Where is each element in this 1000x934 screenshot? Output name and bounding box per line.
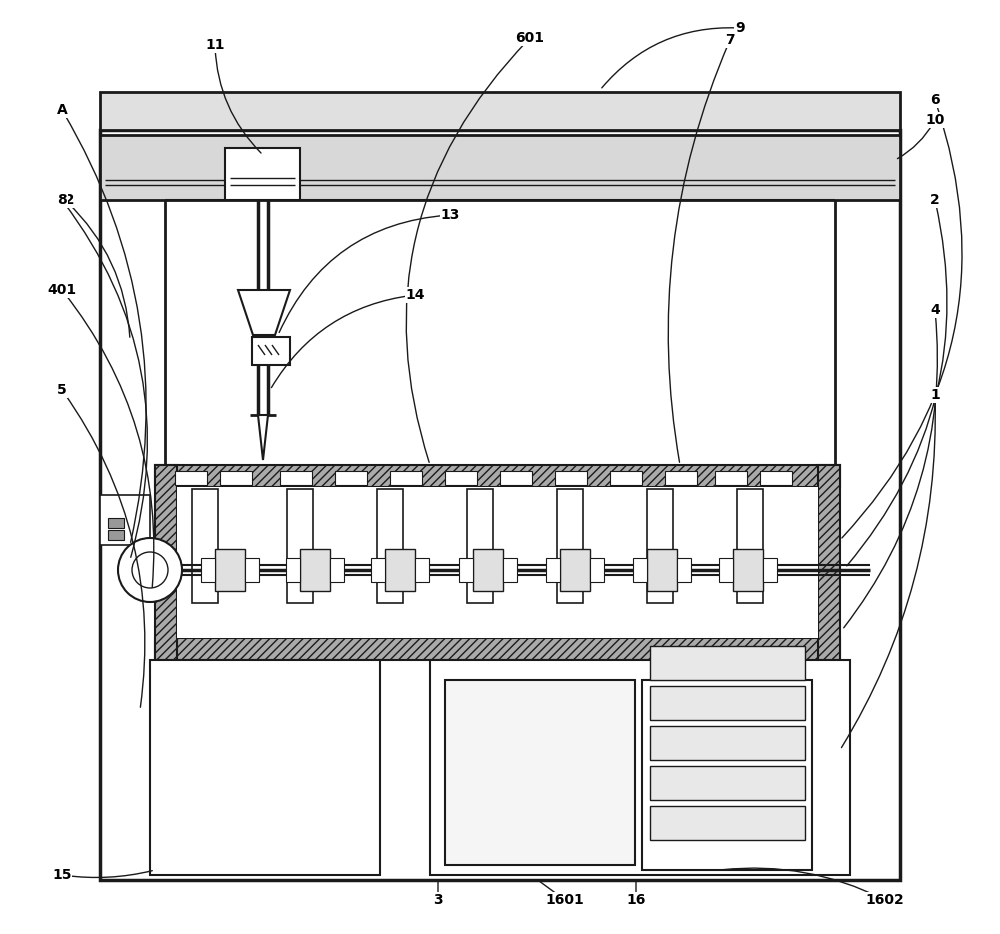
Bar [245, 558, 259, 582]
Bar [192, 489, 218, 603]
Bar [280, 471, 312, 485]
Text: 11: 11 [205, 38, 225, 52]
Bar [215, 549, 245, 591]
Bar [546, 558, 560, 582]
Text: 5: 5 [57, 383, 67, 397]
Bar [560, 549, 590, 591]
Bar [300, 549, 330, 591]
Text: 1: 1 [930, 388, 940, 402]
Bar [155, 465, 840, 487]
Bar [715, 471, 747, 485]
Bar [557, 489, 583, 603]
Polygon shape [238, 290, 290, 335]
Bar [100, 495, 150, 545]
Circle shape [118, 538, 182, 602]
Bar [335, 471, 367, 485]
Bar [650, 686, 805, 720]
Bar [155, 465, 177, 660]
Bar [225, 148, 300, 200]
Bar [633, 558, 647, 582]
Bar [650, 766, 805, 800]
Text: 1602: 1602 [866, 893, 904, 907]
Bar [647, 549, 677, 591]
Bar [108, 518, 124, 528]
Text: 1601: 1601 [546, 893, 584, 907]
Bar [201, 558, 215, 582]
Bar [100, 92, 900, 130]
Bar [377, 489, 403, 603]
Bar [330, 558, 344, 582]
Circle shape [132, 552, 168, 588]
Bar [100, 130, 900, 880]
Bar [445, 680, 635, 865]
Bar [415, 558, 429, 582]
Bar [252, 337, 290, 365]
Text: 6: 6 [930, 93, 940, 107]
Bar [390, 471, 422, 485]
Text: 12: 12 [55, 193, 75, 207]
Bar [286, 558, 300, 582]
Bar [177, 487, 818, 638]
Bar [385, 549, 415, 591]
Text: 13: 13 [440, 208, 460, 222]
Text: 15: 15 [52, 868, 72, 882]
Text: 2: 2 [930, 193, 940, 207]
Bar [763, 558, 777, 582]
Bar [818, 465, 840, 660]
Bar [677, 558, 691, 582]
Bar [105, 130, 165, 870]
Bar [650, 726, 805, 760]
Bar [650, 806, 805, 840]
Bar [467, 489, 493, 603]
Bar [719, 558, 733, 582]
Bar [500, 471, 532, 485]
Bar [108, 530, 124, 540]
Bar [503, 558, 517, 582]
Text: 14: 14 [405, 288, 425, 302]
Text: 16: 16 [626, 893, 646, 907]
Bar [590, 558, 604, 582]
Text: 8: 8 [57, 193, 67, 207]
Bar [175, 471, 207, 485]
Bar [459, 558, 473, 582]
Text: 7: 7 [725, 33, 735, 47]
Bar [430, 660, 850, 875]
Bar [473, 549, 503, 591]
Bar [835, 130, 895, 870]
Bar [220, 471, 252, 485]
Bar [100, 135, 900, 200]
Polygon shape [258, 415, 268, 460]
Bar [610, 471, 642, 485]
Bar [665, 471, 697, 485]
Text: 601: 601 [516, 31, 544, 45]
Text: 4: 4 [930, 303, 940, 317]
Text: 10: 10 [925, 113, 945, 127]
Text: 9: 9 [735, 21, 745, 35]
Bar [155, 638, 840, 660]
Text: 401: 401 [47, 283, 77, 297]
Bar [647, 489, 673, 603]
Text: A: A [57, 103, 67, 117]
Bar [150, 660, 380, 875]
Bar [650, 646, 805, 680]
Bar [733, 549, 763, 591]
Text: 3: 3 [433, 893, 443, 907]
Bar [737, 489, 763, 603]
Bar [445, 471, 477, 485]
Bar [760, 471, 792, 485]
Bar [555, 471, 587, 485]
Bar [371, 558, 385, 582]
Bar [287, 489, 313, 603]
Bar [642, 680, 812, 870]
